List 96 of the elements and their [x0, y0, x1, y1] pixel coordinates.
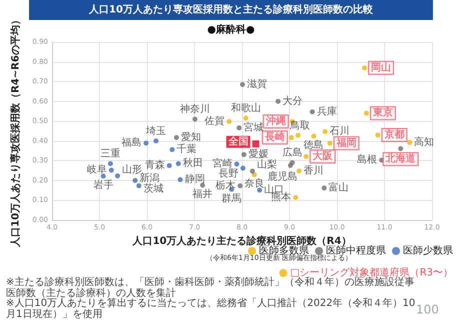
point: [276, 98, 281, 104]
point: [234, 162, 240, 167]
text: ※人口10万人あたりを算出するに当たっては、総務省「人口推計（2022年（令和４年）10月1日現在）」を使用: [6, 297, 416, 320]
point: [362, 65, 368, 70]
point: [288, 162, 293, 168]
data-label: 富山: [328, 181, 349, 194]
point: [364, 110, 369, 116]
point: [174, 135, 179, 140]
text: ※主たる診療科別医師数は、「医師・歯科医師・薬剤師統計」（令和４年）の医療施設従事医師数（主たる診療科）の人数を集計: [6, 276, 414, 299]
data-label: 福岡: [335, 136, 356, 149]
point: [132, 178, 138, 183]
data-label: 福島: [122, 136, 142, 149]
data-label: 愛媛: [248, 148, 268, 160]
data-label: 群馬: [222, 192, 242, 204]
legend-label: 医師少数県: [403, 244, 453, 256]
legend-label: 医師中程度県: [326, 244, 386, 256]
point: [257, 188, 262, 193]
point: [322, 129, 328, 134]
data-label: 北海道: [384, 152, 417, 165]
point: [176, 161, 181, 166]
data-label: 徳島: [304, 139, 324, 152]
data-label: 秋田: [182, 157, 203, 170]
point: [166, 163, 172, 168]
data-label: 栃木: [216, 179, 236, 192]
point: [288, 135, 294, 140]
point: [108, 168, 114, 173]
data-label: 京都: [383, 128, 404, 140]
data-label: 全国: [227, 135, 248, 148]
chart-title: 人口10万人あたり専攻医採用数と主たる診療科別医師数の比較: [88, 4, 374, 16]
point: [322, 185, 327, 190]
data-label: 千葉: [176, 143, 197, 156]
data-label: 愛知: [180, 131, 201, 144]
point: [154, 138, 159, 144]
data-label: 福井: [192, 188, 213, 200]
data-label: 石川: [330, 125, 350, 138]
data-label: 大分: [282, 94, 303, 107]
point: [192, 116, 198, 122]
data-label: 岐阜: [86, 164, 107, 176]
point: [170, 147, 175, 152]
point: [327, 140, 332, 146]
data-label: 長崎: [264, 131, 285, 144]
point: [144, 140, 149, 146]
point: [310, 109, 315, 114]
point: [250, 168, 255, 174]
data-label: 岡山: [371, 61, 392, 74]
data-label: 奈良: [244, 178, 264, 190]
point: [100, 174, 106, 179]
y-axis-title: 人口10万人あたり専攻医採用数（R4~R6の平均）: [10, 15, 22, 248]
point: [304, 154, 309, 160]
data-label: 茨城: [143, 182, 164, 194]
data-label: 岩手: [93, 179, 114, 192]
point: [252, 140, 260, 148]
data-label: 神奈川: [180, 103, 210, 116]
data-label: 宮崎: [212, 158, 232, 170]
point: [311, 134, 316, 139]
point: [407, 140, 412, 145]
data-label: 兵庫: [316, 105, 337, 118]
data-label: 島根: [357, 154, 378, 166]
data-label: 広島: [282, 146, 302, 159]
data-label: 佐賀: [204, 115, 225, 128]
point: [238, 183, 243, 188]
chart-subtitle: ●麻酔科●: [207, 24, 255, 36]
data-label: 大阪: [312, 150, 334, 162]
data-label: 山形: [122, 163, 142, 176]
data-label: 静岡: [184, 173, 205, 186]
point: [241, 152, 246, 158]
point: [136, 183, 142, 188]
data-label: 高知: [414, 136, 434, 148]
data-label: 三重: [100, 148, 120, 160]
data-label: 宮城: [244, 121, 264, 134]
point: [240, 82, 245, 88]
data-label: 新潟: [140, 172, 160, 184]
point: [115, 173, 120, 178]
data-label: 埼玉: [145, 124, 166, 137]
data-label: 和歌山: [230, 102, 261, 114]
point: [236, 125, 242, 130]
data-label: 鹿児島: [267, 170, 298, 182]
point: [108, 161, 113, 166]
data-label: 鳥取: [289, 119, 310, 132]
data-label: 滋賀: [246, 78, 267, 90]
point: [296, 168, 302, 174]
data-label: 香川: [304, 164, 324, 176]
point: [296, 132, 301, 138]
point: [375, 132, 380, 138]
point: [293, 194, 298, 200]
point: [178, 177, 183, 182]
data-label: 山梨: [256, 158, 277, 171]
x-axis-title: 人口10万人あたり主たる診療科別医師数（R4）: [132, 235, 352, 247]
data-label: 青森: [144, 159, 165, 172]
point: [226, 119, 232, 124]
data-label: 沖縄: [264, 115, 286, 128]
point: [240, 166, 246, 171]
text: 100: [416, 302, 439, 316]
data-label: 長野: [218, 168, 238, 180]
data-label: 東京: [372, 106, 393, 119]
point: [243, 116, 248, 121]
